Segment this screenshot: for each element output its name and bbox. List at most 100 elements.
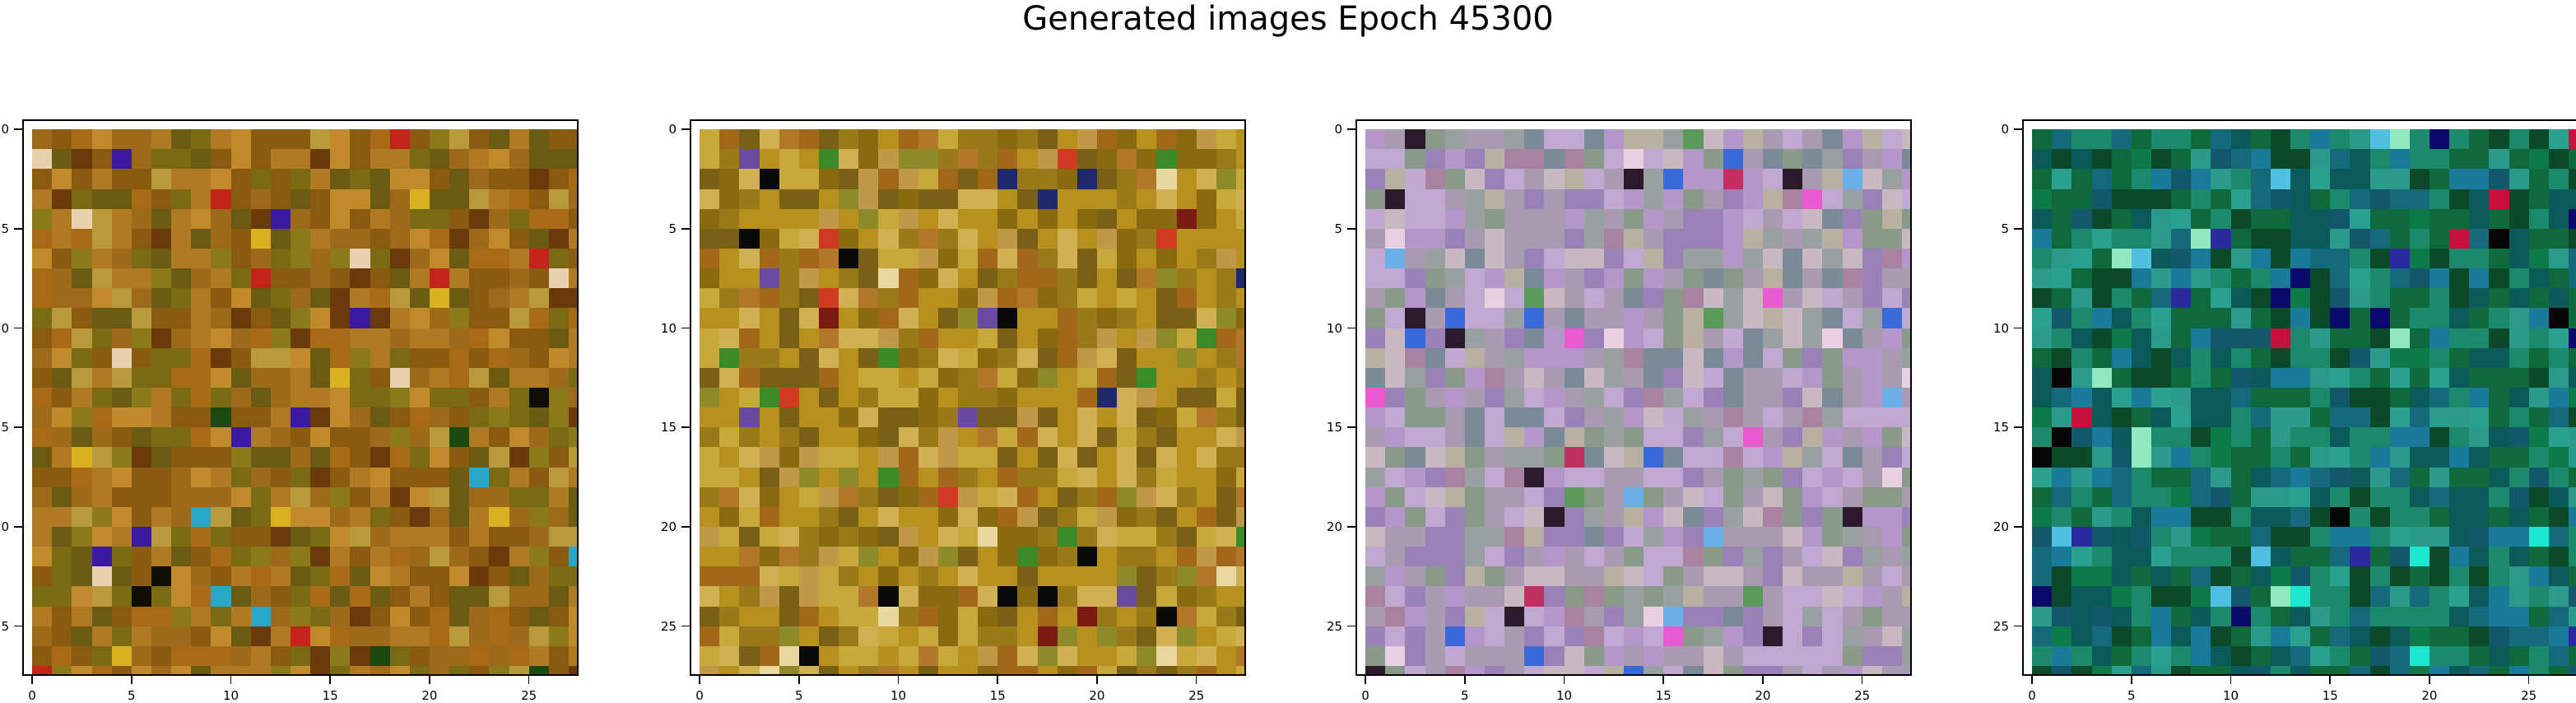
pixel-cell <box>1076 288 1098 309</box>
pixel-cell <box>1117 288 1137 309</box>
pixel-cell <box>2032 447 2053 468</box>
pixel-cell <box>52 606 72 627</box>
pixel-cell <box>330 547 351 567</box>
pixel-cell <box>2489 566 2510 587</box>
x-tick-mark <box>2527 676 2530 684</box>
pixel-cell <box>1235 665 1244 674</box>
pixel-cell <box>1176 606 1197 627</box>
pixel-cell <box>2111 387 2132 408</box>
pixel-cell <box>1524 526 1545 547</box>
pixel-cell <box>191 506 212 528</box>
pixel-cell <box>1504 129 1525 150</box>
pixel-cell <box>1881 665 1903 674</box>
pixel-cell <box>131 586 152 608</box>
pixel-cell <box>2052 606 2072 627</box>
pixel-cell <box>1881 328 1903 349</box>
pixel-cell <box>151 248 172 269</box>
pixel-cell <box>1137 487 1157 508</box>
pixel-cell <box>997 189 1018 210</box>
pixel-cell <box>1156 427 1178 448</box>
pixel-cell <box>548 228 570 249</box>
pixel-cell <box>1137 547 1157 567</box>
pixel-cell <box>171 288 192 309</box>
pixel-cell <box>2290 665 2311 674</box>
pixel-cell <box>310 526 331 547</box>
pixel-cell <box>1583 328 1605 349</box>
pixel-cell <box>191 526 212 547</box>
pixel-cell <box>1623 645 1644 667</box>
pixel-cell <box>2330 387 2350 408</box>
pixel-cell <box>798 268 820 289</box>
pixel-cell <box>230 665 252 674</box>
pixel-cell <box>798 347 820 369</box>
pixel-cell <box>171 467 192 488</box>
pixel-cell <box>1096 467 1118 488</box>
pixel-cell <box>719 387 740 408</box>
pixel-cell <box>1901 547 1910 567</box>
pixel-cell <box>1822 347 1844 369</box>
pixel-cell <box>1137 645 1157 667</box>
pixel-cell <box>719 626 740 647</box>
pixel-cell <box>2489 427 2510 448</box>
pixel-cell <box>2151 487 2172 508</box>
pixel-cell <box>1663 407 1684 428</box>
pixel-cell <box>1504 308 1525 329</box>
pixel-cell <box>2171 248 2192 269</box>
pixel-cell <box>1017 506 1039 528</box>
pixel-cell <box>937 228 959 249</box>
pixel-cell <box>72 526 93 547</box>
pixel-cell <box>2389 467 2411 488</box>
pixel-cell <box>1703 645 1724 667</box>
pixel-cell <box>290 566 311 587</box>
pixel-cell <box>2310 407 2331 428</box>
pixel-cell <box>1464 447 1486 468</box>
pixel-cell <box>1117 328 1137 349</box>
pixel-cell <box>568 427 577 448</box>
pixel-cell <box>111 248 133 269</box>
pixel-cell <box>1881 526 1903 547</box>
pixel-cell <box>270 467 291 488</box>
pixel-cell <box>898 149 919 170</box>
pixel-cell <box>1196 189 1217 210</box>
pixel-cell <box>878 328 900 349</box>
pixel-cell <box>230 526 252 547</box>
pixel-cell <box>719 645 740 667</box>
pixel-cell <box>449 526 470 547</box>
pixel-cell <box>1881 626 1903 647</box>
pixel-cell <box>2429 606 2450 627</box>
pixel-cell <box>2369 308 2391 329</box>
pixel-cell <box>2191 169 2211 190</box>
pixel-cell <box>2429 129 2450 150</box>
pixel-cell <box>2509 367 2530 389</box>
pixel-cell <box>739 189 760 210</box>
pixel-cell <box>2350 367 2371 389</box>
x-tick-mark <box>897 676 900 684</box>
pixel-cell <box>1385 288 1406 309</box>
pixel-cell <box>1385 586 1406 608</box>
pixel-cell <box>1802 189 1823 210</box>
pixel-cell <box>2032 228 2053 249</box>
pixel-cell <box>2469 427 2490 448</box>
pixel-cell <box>1901 407 1910 428</box>
pixel-cell <box>1842 268 1863 289</box>
pixel-cell <box>2052 149 2072 170</box>
pixel-cell <box>2548 169 2569 190</box>
pixel-cell <box>1683 665 1704 674</box>
pixel-cell <box>1564 407 1585 428</box>
pixel-cell <box>818 586 839 608</box>
pixel-cell <box>1623 566 1644 587</box>
pixel-cell <box>469 367 490 389</box>
pixel-cell <box>1583 308 1605 329</box>
pixel-cell <box>1444 427 1466 448</box>
pixel-cell <box>2469 129 2490 150</box>
x-tick-mark <box>31 676 33 684</box>
pixel-cell <box>111 547 133 567</box>
pixel-cell <box>1216 149 1237 170</box>
pixel-cell <box>2310 347 2331 369</box>
pixel-cell <box>1762 328 1783 349</box>
pixel-cell <box>568 169 577 190</box>
pixel-cell <box>389 526 411 547</box>
pixel-cell <box>32 149 53 170</box>
pixel-cell <box>2369 268 2391 289</box>
pixel-cell <box>700 526 720 547</box>
